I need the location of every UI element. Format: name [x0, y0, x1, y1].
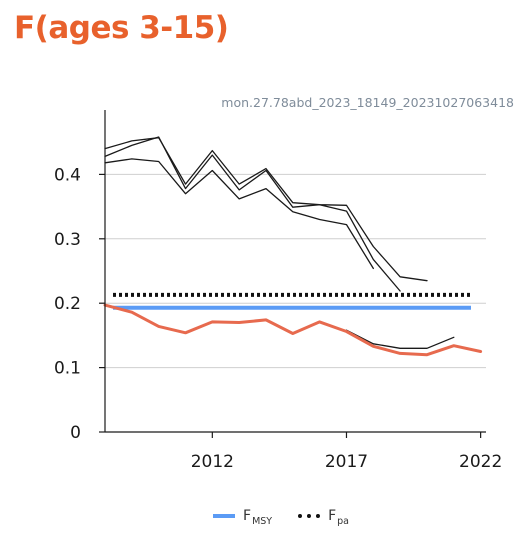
legend-swatch-fmsy — [213, 514, 235, 518]
gridlines — [105, 173, 486, 369]
y-tick-label: 0.1 — [54, 359, 81, 379]
legend-label-fpa-main: F — [328, 508, 337, 524]
legend-label-fpa: Fpa — [328, 508, 350, 527]
run-id-label: mon.27.78abd_2023_18149_20231027063418 — [221, 95, 514, 110]
legend-label-fmsy: FMSY — [243, 508, 273, 527]
x-tick-label: 2012 — [191, 452, 234, 472]
legend-item-fpa: Fpa — [298, 508, 350, 527]
y-tick-label: 0 — [70, 423, 81, 443]
legend-label-fmsy-main: F — [243, 508, 252, 524]
axes: 0 0.1 0.2 0.3 0.4 2012 2017 2022 — [54, 110, 502, 472]
series-line-f-main — [103, 303, 483, 357]
legend-label-fpa-sub: pa — [337, 516, 350, 527]
series-line-retro-2 — [104, 137, 428, 282]
reference-lines — [113, 292, 471, 310]
page-title: F(ages 3-15) — [14, 10, 229, 46]
x-tick-label: 2022 — [459, 452, 502, 472]
series-line-retro-0 — [104, 158, 374, 270]
legend-label-fmsy-sub: MSY — [252, 516, 273, 527]
series-lines — [103, 136, 483, 357]
y-tick-label: 0.2 — [54, 294, 81, 314]
legend-item-fmsy: FMSY — [213, 508, 273, 527]
legend: FMSY Fpa — [213, 508, 375, 527]
x-tick-label: 2017 — [325, 452, 368, 472]
legend-swatch-fpa — [298, 514, 321, 518]
y-tick-label: 0.3 — [54, 230, 81, 250]
y-tick-label: 0.4 — [54, 165, 81, 185]
